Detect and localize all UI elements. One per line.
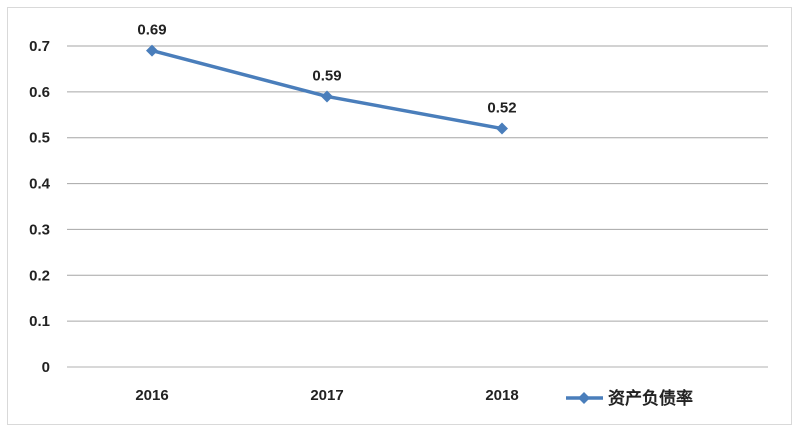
data-point: [146, 44, 158, 57]
gridlines: [67, 45, 768, 368]
data-point: [321, 90, 333, 103]
y-tick-label: 0.5: [29, 130, 50, 147]
legend: 资产负债率: [566, 388, 693, 408]
x-tick-label: 2017: [310, 387, 343, 404]
x-tick-label: 2016: [135, 387, 168, 404]
data-label: 0.52: [487, 100, 516, 117]
y-tick-label: 0.7: [29, 38, 50, 55]
legend-marker: [578, 392, 590, 404]
y-tick-label: 0.4: [29, 176, 51, 193]
y-tick-label: 0.6: [29, 84, 50, 101]
data-label: 0.69: [137, 22, 166, 39]
y-tick-label: 0: [42, 359, 50, 376]
chart-frame: [7, 7, 792, 425]
x-tick-label: 2018: [485, 387, 518, 404]
y-axis-ticks: 0 0.1 0.2 0.3 0.4 0.5 0.6 0.7: [29, 38, 51, 376]
series-layer: [146, 44, 508, 135]
data-point: [496, 122, 508, 135]
data-labels: 0.69 0.59 0.52: [137, 22, 516, 117]
series-line: [151, 48, 503, 131]
x-axis-ticks: 2016 2017 2018: [135, 387, 518, 404]
data-label: 0.59: [312, 67, 341, 84]
y-tick-label: 0.2: [29, 267, 50, 284]
y-tick-label: 0.3: [29, 221, 50, 238]
y-tick-label: 0.1: [29, 313, 50, 330]
legend-label: 资产负债率: [608, 388, 693, 408]
